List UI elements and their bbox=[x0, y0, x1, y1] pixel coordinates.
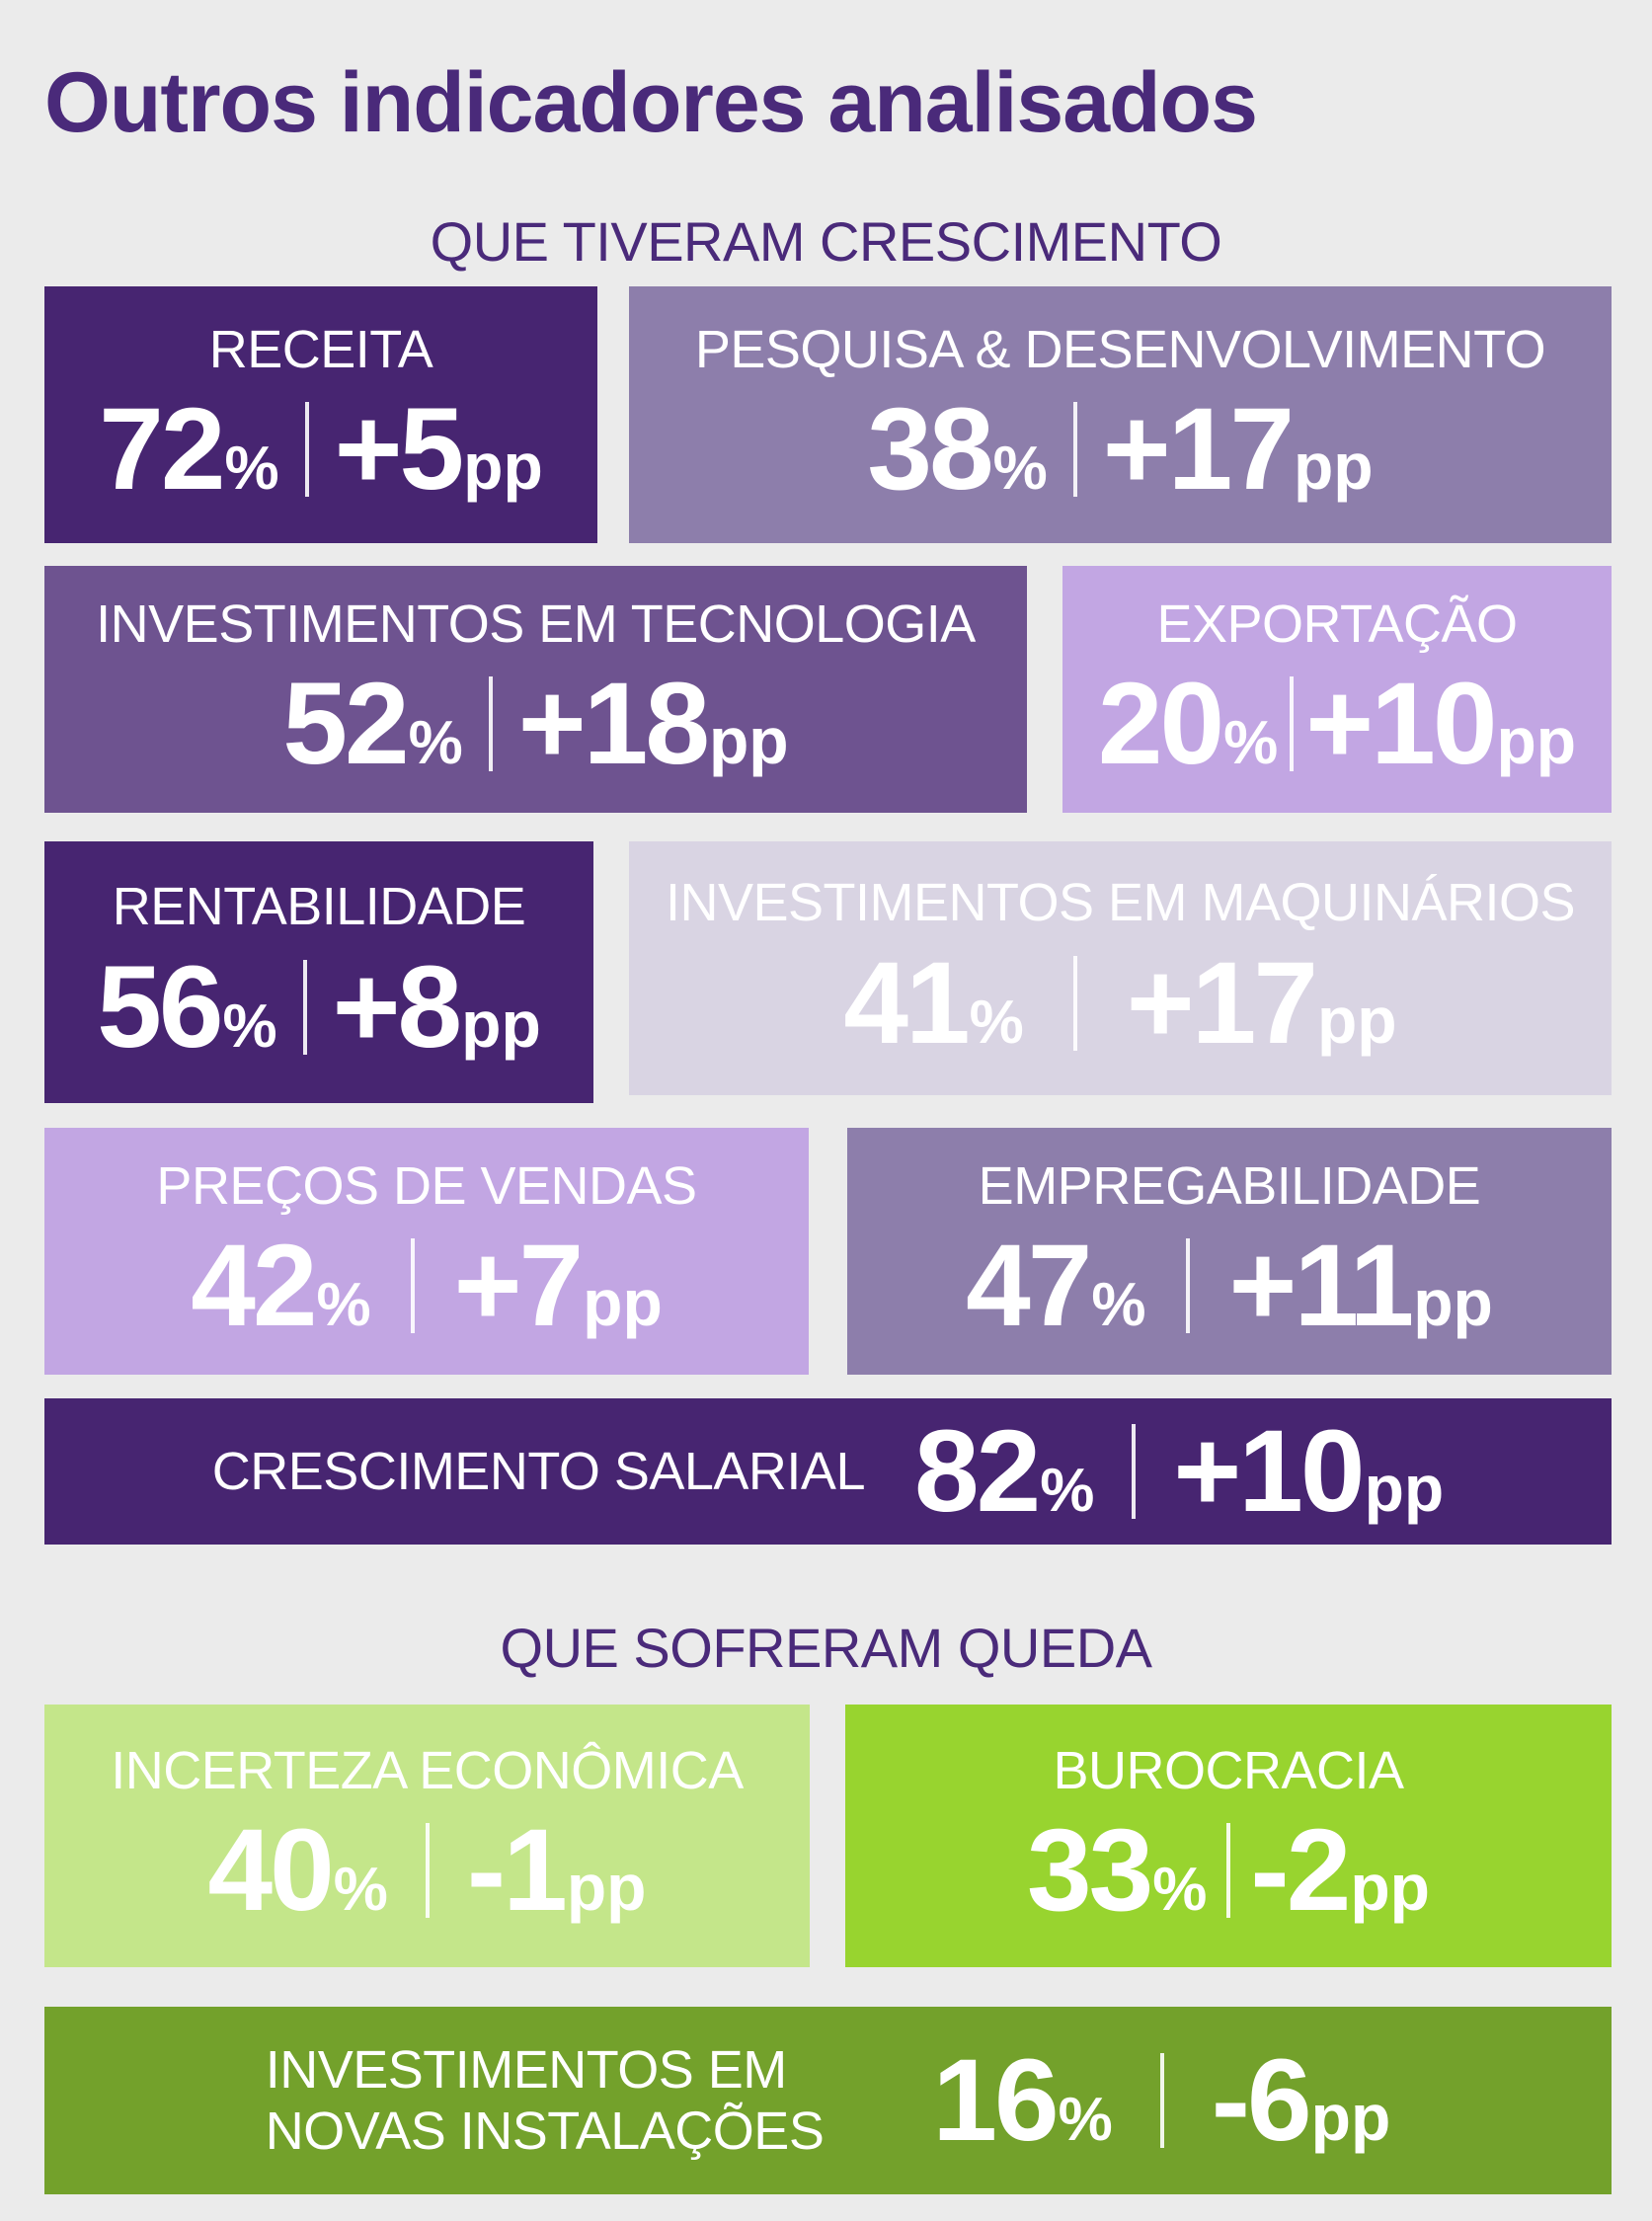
indicator-label: INVESTIMENTOS EM TECNOLOGIA bbox=[96, 594, 976, 654]
indicator-precos-vendas: PREÇOS DE VENDAS 42% +7 pp bbox=[44, 1128, 809, 1375]
indicator-label: INCERTEZA ECONÔMICA bbox=[111, 1740, 744, 1800]
indicator-change: +7 bbox=[453, 1221, 585, 1352]
indicator-pesquisa-desenvolvimento: PESQUISA & DESENVOLVIMENTO 38% +17 pp bbox=[629, 286, 1612, 543]
indicator-value: 47 bbox=[966, 1221, 1092, 1352]
indicator-value: 40 bbox=[207, 1805, 335, 1937]
indicator-value: 56 bbox=[97, 941, 223, 1072]
pp-unit: pp bbox=[1310, 2081, 1391, 2154]
pp-unit: pp bbox=[1293, 430, 1374, 504]
indicator-label: CRESCIMENTO SALARIAL bbox=[211, 1441, 866, 1501]
indicator-label-line1: INVESTIMENTOS EM bbox=[265, 2039, 788, 2100]
indicator-value: 52 bbox=[282, 659, 409, 790]
divider bbox=[1132, 1424, 1137, 1519]
indicator-label: INVESTIMENTOS EM MAQUINÁRIOS bbox=[665, 873, 1576, 933]
percent-unit: % bbox=[1091, 1271, 1146, 1340]
indicator-value: 38 bbox=[867, 384, 993, 516]
divider bbox=[425, 1823, 430, 1919]
pp-unit: pp bbox=[1413, 1266, 1493, 1340]
divider bbox=[302, 959, 307, 1055]
pp-unit: pp bbox=[583, 1266, 663, 1340]
pp-unit: pp bbox=[708, 704, 789, 778]
indicator-change: +11 bbox=[1228, 1221, 1415, 1352]
percent-unit: % bbox=[1058, 2086, 1113, 2154]
indicator-novas-instalacoes: INVESTIMENTOS EM NOVAS INSTALAÇÕES 16% -… bbox=[44, 2007, 1612, 2194]
indicator-label: EMPREGABILIDADE bbox=[978, 1155, 1481, 1216]
indicator-label: PESQUISA & DESENVOLVIMENTO bbox=[694, 319, 1546, 379]
indicator-label: EXPORTAÇÃO bbox=[1156, 594, 1518, 654]
indicator-change: +5 bbox=[334, 384, 465, 516]
indicator-receita: RECEITA 72% +5 pp bbox=[44, 286, 597, 543]
divider bbox=[1226, 1823, 1231, 1919]
indicator-label: PREÇOS DE VENDAS bbox=[156, 1155, 697, 1216]
indicator-empregabilidade: EMPREGABILIDADE 47% +11 pp bbox=[847, 1128, 1612, 1375]
indicator-value: 42 bbox=[191, 1221, 317, 1352]
indicator-value: 82 bbox=[913, 1406, 1041, 1537]
indicator-investimentos-tecnologia: INVESTIMENTOS EM TECNOLOGIA 52% +18 pp bbox=[44, 566, 1027, 813]
indicator-label: RENTABILIDADE bbox=[112, 877, 526, 937]
percent-unit: % bbox=[1152, 1856, 1208, 1925]
indicator-value: 16 bbox=[932, 2035, 1059, 2166]
divider bbox=[1072, 402, 1077, 498]
pp-unit: pp bbox=[1316, 983, 1397, 1057]
percent-unit: % bbox=[1223, 709, 1279, 778]
pp-unit: pp bbox=[461, 987, 541, 1061]
indicator-label: BUROCRACIA bbox=[1053, 1740, 1404, 1800]
percent-unit: % bbox=[224, 435, 279, 504]
indicator-change: +10 bbox=[1173, 1406, 1365, 1537]
indicator-change: +10 bbox=[1305, 659, 1497, 790]
indicator-change: +8 bbox=[332, 941, 463, 1072]
divider bbox=[304, 402, 309, 498]
indicator-value: 72 bbox=[99, 384, 225, 516]
indicator-change: +18 bbox=[517, 659, 710, 790]
indicator-change: +17 bbox=[1126, 937, 1318, 1069]
indicator-change: +17 bbox=[1102, 384, 1295, 516]
percent-unit: % bbox=[333, 1856, 388, 1925]
divider bbox=[1159, 2053, 1164, 2148]
indicator-change: -2 bbox=[1250, 1805, 1351, 1937]
percent-unit: % bbox=[992, 435, 1048, 504]
divider bbox=[410, 1238, 415, 1334]
decline-heading: QUE SOFRERAM QUEDA bbox=[500, 1617, 1152, 1679]
page-title: Outros indicadores analisados bbox=[44, 55, 1258, 150]
indicator-crescimento-salarial: CRESCIMENTO SALARIAL 82% +10 pp bbox=[44, 1398, 1612, 1545]
indicator-change: -6 bbox=[1211, 2035, 1312, 2166]
pp-unit: pp bbox=[1350, 1851, 1430, 1925]
divider bbox=[1185, 1238, 1190, 1334]
growth-heading: QUE TIVERAM CRESCIMENTO bbox=[430, 210, 1222, 273]
pp-unit: pp bbox=[1496, 704, 1577, 778]
indicator-investimentos-maquinarios: INVESTIMENTOS EM MAQUINÁRIOS 41% +17 pp bbox=[629, 841, 1612, 1095]
indicator-burocracia: BUROCRACIA 33% -2 pp bbox=[845, 1705, 1612, 1967]
indicator-incerteza-economica: INCERTEZA ECONÔMICA 40% -1 pp bbox=[44, 1705, 810, 1967]
indicator-value: 41 bbox=[843, 937, 970, 1069]
pp-unit: pp bbox=[463, 430, 543, 504]
percent-unit: % bbox=[222, 992, 277, 1061]
pp-unit: pp bbox=[1364, 1452, 1445, 1525]
divider bbox=[1290, 676, 1295, 772]
divider bbox=[1072, 955, 1077, 1051]
percent-unit: % bbox=[969, 988, 1024, 1057]
percent-unit: % bbox=[1040, 1457, 1095, 1525]
percent-unit: % bbox=[316, 1271, 371, 1340]
indicator-value: 33 bbox=[1027, 1805, 1153, 1937]
indicator-label: INVESTIMENTOS EM NOVAS INSTALAÇÕES bbox=[266, 2039, 825, 2162]
indicator-exportacao: EXPORTAÇÃO 20% +10 pp bbox=[1062, 566, 1612, 813]
indicator-label-line2: NOVAS INSTALAÇÕES bbox=[265, 2102, 825, 2161]
indicator-value: 20 bbox=[1097, 659, 1224, 790]
percent-unit: % bbox=[408, 709, 463, 778]
divider bbox=[488, 676, 493, 772]
indicator-rentabilidade: RENTABILIDADE 56% +8 pp bbox=[44, 841, 593, 1103]
indicator-change: -1 bbox=[466, 1805, 568, 1937]
indicator-label: RECEITA bbox=[208, 319, 433, 379]
pp-unit: pp bbox=[566, 1851, 647, 1925]
